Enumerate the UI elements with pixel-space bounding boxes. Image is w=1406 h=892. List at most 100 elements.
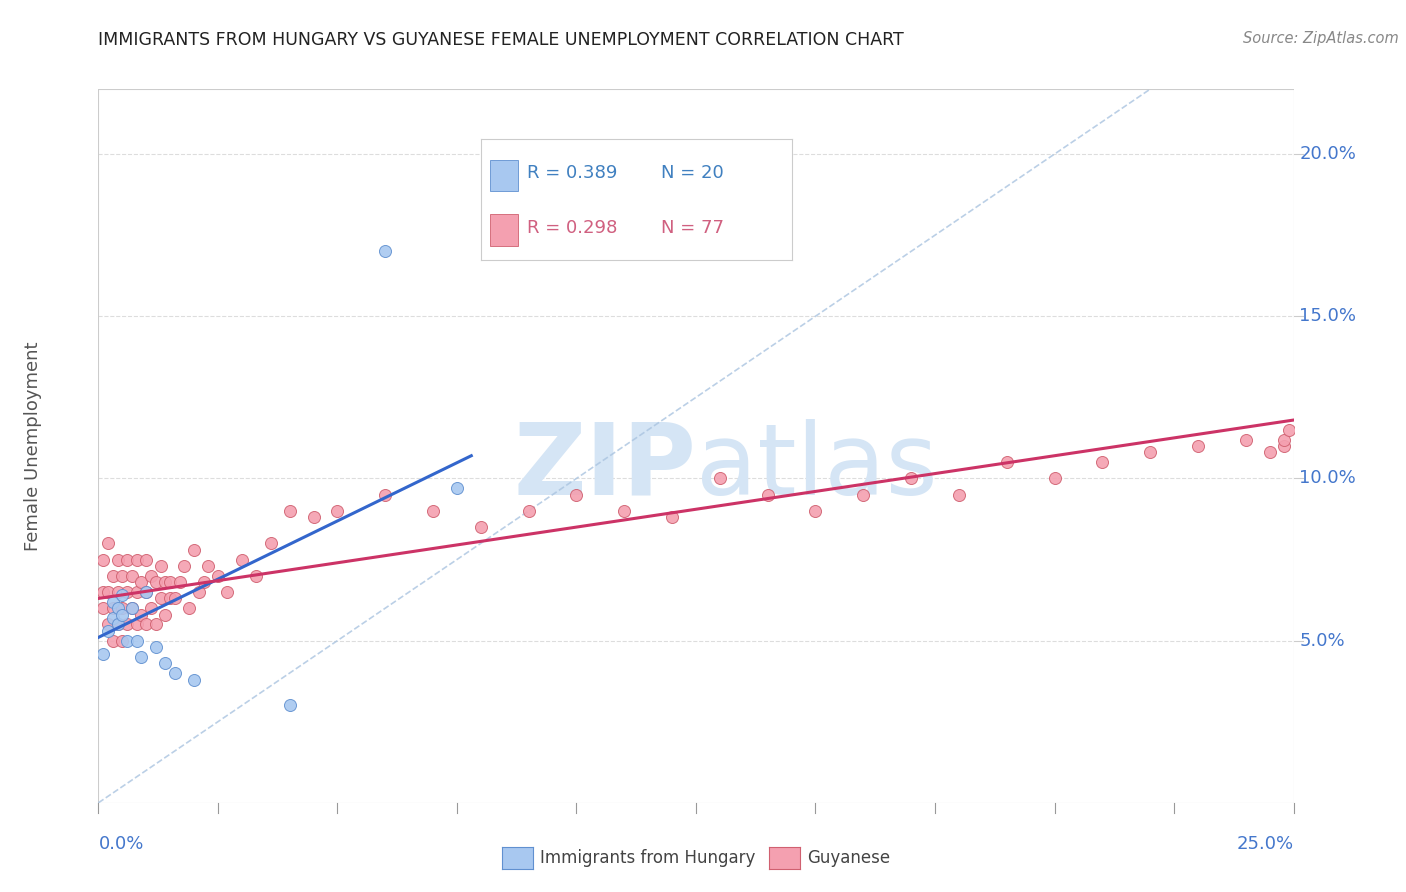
Point xyxy=(131,649,153,664)
Point xyxy=(135,552,157,566)
Point xyxy=(422,504,444,518)
Point xyxy=(517,504,540,518)
Point xyxy=(326,504,349,518)
Point xyxy=(125,617,148,632)
Point xyxy=(91,552,114,566)
Point xyxy=(111,633,134,648)
Point xyxy=(259,536,281,550)
Point xyxy=(135,585,157,599)
Point xyxy=(278,504,301,518)
Point xyxy=(111,568,134,582)
Point xyxy=(97,585,120,599)
Point xyxy=(121,568,143,582)
Point xyxy=(187,585,209,599)
Point xyxy=(163,666,186,681)
Point xyxy=(374,244,396,259)
Point xyxy=(121,601,143,615)
Text: Immigrants from Hungary: Immigrants from Hungary xyxy=(540,849,755,867)
Point xyxy=(107,617,129,632)
Point xyxy=(131,607,153,622)
Point xyxy=(91,647,114,661)
Point xyxy=(207,568,229,582)
Point xyxy=(804,504,827,518)
Point xyxy=(139,568,162,582)
Point xyxy=(173,559,195,574)
Point xyxy=(183,542,205,557)
Point xyxy=(661,510,683,524)
Point xyxy=(278,698,301,713)
Point xyxy=(183,673,205,687)
Point xyxy=(115,617,138,632)
Point xyxy=(446,481,468,495)
Point xyxy=(470,520,492,534)
Point xyxy=(91,601,114,615)
Point xyxy=(1091,455,1114,469)
Point xyxy=(613,504,636,518)
Point xyxy=(125,585,148,599)
Point xyxy=(231,552,253,566)
Point xyxy=(101,595,124,609)
Point xyxy=(709,471,731,485)
Point xyxy=(145,617,167,632)
Text: 15.0%: 15.0% xyxy=(1299,307,1357,326)
Text: 5.0%: 5.0% xyxy=(1299,632,1346,649)
Point xyxy=(107,601,129,615)
Text: 0.0%: 0.0% xyxy=(98,835,143,853)
Point xyxy=(217,585,239,599)
Point xyxy=(1139,445,1161,459)
Point xyxy=(125,552,148,566)
Point xyxy=(101,568,124,582)
Point xyxy=(149,559,172,574)
Text: R = 0.298: R = 0.298 xyxy=(527,219,617,236)
Point xyxy=(197,559,219,574)
Point xyxy=(111,607,134,622)
Text: R = 0.389: R = 0.389 xyxy=(527,164,617,182)
Text: N = 20: N = 20 xyxy=(661,164,724,182)
Point xyxy=(155,575,177,590)
Point xyxy=(995,455,1018,469)
Text: atlas: atlas xyxy=(696,419,938,516)
Point xyxy=(1187,439,1209,453)
Text: Guyanese: Guyanese xyxy=(807,849,890,867)
Point xyxy=(374,488,396,502)
Point xyxy=(97,617,120,632)
Point xyxy=(565,488,588,502)
Point xyxy=(115,585,138,599)
Point xyxy=(111,601,134,615)
Point xyxy=(91,585,114,599)
Point xyxy=(852,488,875,502)
Point xyxy=(121,601,143,615)
Point xyxy=(155,657,177,671)
Point xyxy=(135,617,157,632)
Point xyxy=(169,575,191,590)
Point xyxy=(179,601,201,615)
Text: ZIP: ZIP xyxy=(513,419,696,516)
Text: 25.0%: 25.0% xyxy=(1236,835,1294,853)
Point xyxy=(125,633,148,648)
Point xyxy=(101,601,124,615)
Point xyxy=(107,552,129,566)
Point xyxy=(111,588,134,602)
Point xyxy=(1272,433,1295,447)
Text: 20.0%: 20.0% xyxy=(1299,145,1357,163)
Point xyxy=(163,591,186,606)
Point xyxy=(155,607,177,622)
Point xyxy=(193,575,215,590)
Point xyxy=(145,640,167,654)
Point xyxy=(302,510,325,524)
Point xyxy=(1278,423,1301,437)
Point xyxy=(1272,439,1295,453)
Point xyxy=(1043,471,1066,485)
Point xyxy=(145,575,167,590)
Text: 10.0%: 10.0% xyxy=(1299,469,1357,487)
Point xyxy=(948,488,970,502)
Point xyxy=(97,536,120,550)
Text: Source: ZipAtlas.com: Source: ZipAtlas.com xyxy=(1243,31,1399,46)
Point xyxy=(245,568,267,582)
Point xyxy=(900,471,922,485)
Text: Female Unemployment: Female Unemployment xyxy=(24,342,42,550)
Point xyxy=(135,585,157,599)
Bar xyxy=(491,214,519,246)
Point xyxy=(115,552,138,566)
Point xyxy=(756,488,779,502)
